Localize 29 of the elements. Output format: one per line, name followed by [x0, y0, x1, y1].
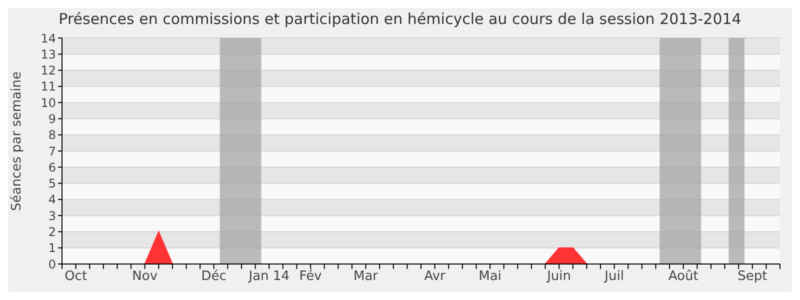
y-tick-label: 4 [48, 192, 56, 207]
x-tick-label: Oct [64, 269, 88, 284]
x-tick-label: Août [668, 269, 698, 284]
x-tick-label: Déc [201, 269, 226, 284]
x-tick-label: Jan 14 [248, 269, 290, 284]
y-tick-label: 11 [40, 80, 56, 94]
x-tick-label: Mar [354, 269, 379, 284]
y-tick-label: 1 [48, 241, 56, 256]
x-tick-label: Juil [604, 269, 624, 284]
y-axis-title: Séances par semaine [10, 72, 25, 211]
y-tick-label: 10 [40, 96, 56, 110]
x-tick-label: Fév [299, 269, 322, 284]
y-tick-label: 8 [48, 128, 56, 142]
x-tick-label: Juin [546, 269, 572, 284]
y-tick-label: 14 [40, 31, 56, 46]
x-tick-label: Nov [132, 269, 158, 284]
y-tick-label: 2 [48, 224, 56, 239]
chart-title: Présences en commissions et participation en hémicycle au cours de la session 2013-2014 [58, 10, 742, 28]
x-tick-label: Sept [738, 269, 768, 284]
x-tick-label: Mai [478, 269, 502, 284]
y-tick-label: 6 [48, 160, 56, 174]
y-tick-label: 12 [40, 64, 56, 78]
x-tick-label: Avr [424, 269, 446, 284]
y-tick-label: 3 [48, 208, 56, 223]
y-tick-label: 0 [48, 257, 56, 272]
y-tick-label: 7 [48, 144, 56, 158]
y-tick-label: 5 [48, 176, 56, 191]
y-tick-label: 9 [48, 112, 56, 126]
y-tick-label: 13 [40, 47, 56, 62]
